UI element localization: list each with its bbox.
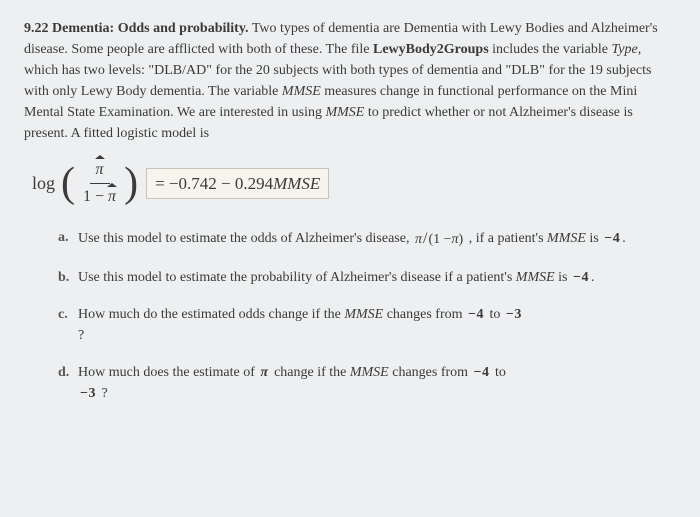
part-b-text-after: . — [591, 270, 595, 285]
part-a-value: −4 — [604, 231, 620, 246]
subparts-list: a. Use this model to estimate the odds o… — [24, 227, 676, 404]
log-function: log — [32, 170, 55, 197]
part-b: b. Use this model to estimate the probab… — [58, 267, 676, 288]
part-d-to: −3 — [80, 386, 96, 401]
odds-fraction: π 1 − π — [79, 158, 120, 209]
part-c-to-word: to — [490, 307, 504, 322]
part-c: c. How much do the estimated odds change… — [58, 304, 676, 346]
part-a: a. Use this model to estimate the odds o… — [58, 227, 676, 251]
problem-number: 9.22 — [24, 21, 49, 36]
fraction-denominator: 1 − π — [79, 184, 120, 209]
fraction-numerator: π — [90, 158, 110, 184]
part-a-text-after: . — [622, 231, 626, 246]
part-b-value: −4 — [573, 270, 589, 285]
part-d-text-after: ? — [101, 386, 107, 401]
part-c-text-after: ? — [78, 328, 84, 343]
part-a-text-mid: , if a patient's MMSE is — [469, 231, 603, 246]
problem-title-text: Dementia: Odds and probability. — [52, 21, 249, 36]
problem-header: 9.22 Dementia: Odds and probability. Two… — [24, 18, 676, 144]
part-c-to: −3 — [506, 307, 522, 322]
part-letter: a. — [58, 227, 69, 248]
part-d: d. How much does the estimate of π chang… — [58, 362, 676, 404]
part-d-text-mid: change if the MMSE changes from — [274, 365, 472, 380]
part-b-text-before: Use this model to estimate the probabili… — [78, 270, 571, 285]
logistic-formula: log ( π 1 − π ) = −0.742 − 0.294MMSE — [32, 158, 676, 209]
part-d-pi: π — [260, 365, 268, 380]
problem-title: Dementia: Odds and probability. — [52, 21, 249, 36]
part-a-text-before: Use this model to estimate the odds of A… — [78, 231, 413, 246]
part-letter: d. — [58, 362, 69, 383]
part-d-to-word: to — [495, 365, 506, 380]
left-paren: ( — [61, 167, 75, 201]
part-d-text-before: How much does the estimate of — [78, 365, 258, 380]
odds-expression: π/(1 − π) — [415, 227, 463, 251]
formula-rhs: = −0.742 − 0.294MMSE — [146, 168, 329, 200]
right-paren: ) — [124, 167, 138, 201]
part-c-text-before: How much do the estimated odds change if… — [78, 307, 466, 322]
problem-body: Two types of dementia are Dementia with … — [24, 21, 658, 141]
part-c-from: −4 — [468, 307, 484, 322]
part-d-from: −4 — [474, 365, 490, 380]
part-letter: c. — [58, 304, 68, 325]
part-letter: b. — [58, 267, 69, 288]
